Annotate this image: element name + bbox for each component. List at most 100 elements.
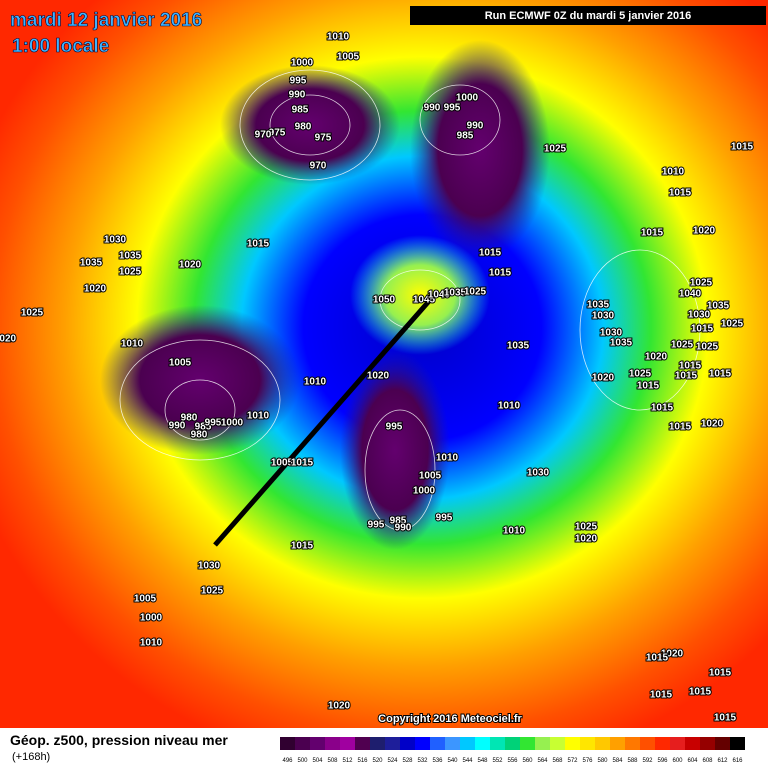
lead-time: (+168h) <box>12 751 50 763</box>
isobar-label: 1015 <box>714 713 737 724</box>
isobar-label: 1020 <box>592 373 615 384</box>
isobar-label: 995 <box>205 418 222 429</box>
isobar-label: 985 <box>292 105 309 116</box>
isobar-label: 1025 <box>201 586 224 597</box>
color-cell <box>295 737 310 750</box>
isobar-label: 1015 <box>479 248 502 259</box>
isobar-label: 1025 <box>671 340 694 351</box>
isobar-label: 1010 <box>498 401 521 412</box>
high-area <box>350 235 490 355</box>
field-title: Géop. z500, pression niveau mer <box>10 732 228 748</box>
isobar-label: 1035 <box>587 300 610 311</box>
isobar-label: 1020 <box>84 284 107 295</box>
forecast-date: mardi 12 janvier 2016 <box>10 10 202 31</box>
isobar-label: 1020 <box>328 701 351 712</box>
isobar-label: 1030 <box>600 328 623 339</box>
isobar-label: 1015 <box>679 361 702 372</box>
isobar-label: 1015 <box>691 324 714 335</box>
color-label: 536 <box>432 758 443 764</box>
isobar-label: 1005 <box>169 358 192 369</box>
color-label: 616 <box>732 758 743 764</box>
color-label: 500 <box>297 758 308 764</box>
isobar-label: 1015 <box>646 653 669 664</box>
isobar-label: 980 <box>191 430 208 441</box>
isobar-label: 1020 <box>693 226 716 237</box>
color-cell <box>565 737 580 750</box>
isobar-label: 970 <box>255 130 272 141</box>
color-label: 600 <box>672 758 683 764</box>
color-cell <box>310 737 325 750</box>
color-cell <box>505 737 520 750</box>
isobar-label: 1040 <box>428 290 451 301</box>
color-label: 520 <box>372 758 383 764</box>
color-cell <box>520 737 535 750</box>
color-label: 612 <box>717 758 728 764</box>
color-label: 544 <box>462 758 473 764</box>
color-label: 496 <box>282 758 293 764</box>
isobar-label: 1010 <box>503 526 526 537</box>
color-label: 524 <box>387 758 398 764</box>
isobar-label: 990 <box>169 421 186 432</box>
color-label: 596 <box>657 758 668 764</box>
low-area <box>220 65 400 185</box>
color-cell <box>355 737 370 750</box>
isobar-label: 1015 <box>650 690 673 701</box>
color-label: 568 <box>552 758 563 764</box>
color-cell <box>730 737 745 750</box>
isobar-label: 1010 <box>304 377 327 388</box>
color-cell <box>385 737 400 750</box>
isobar-label: 1005 <box>337 52 360 63</box>
isobar-label: 990 <box>289 90 306 101</box>
color-label: 552 <box>492 758 503 764</box>
isobar-label: 1005 <box>419 471 442 482</box>
isobar-label: 1030 <box>688 310 711 321</box>
isobar-label: 990 <box>467 121 484 132</box>
isobar-label: 975 <box>269 128 286 139</box>
isobar-label: 1030 <box>104 235 127 246</box>
color-cell <box>400 737 415 750</box>
isobar-label: 1010 <box>247 411 270 422</box>
color-cell <box>535 737 550 750</box>
color-label: 512 <box>342 758 353 764</box>
isobar-label: 1035 <box>119 251 142 262</box>
isobar-label: 1015 <box>247 239 270 250</box>
isobar-label: 1010 <box>121 339 144 350</box>
isobar-label: 1025 <box>544 144 567 155</box>
isobar-label: 1015 <box>731 142 754 153</box>
isobar-label: 1050 <box>373 295 396 306</box>
low-area <box>340 350 450 550</box>
isobar-label: 1015 <box>709 668 732 679</box>
color-label: 572 <box>567 758 578 764</box>
isobar-label: 995 <box>444 103 461 114</box>
color-label: 564 <box>537 758 548 764</box>
isobar-label: 1045 <box>413 295 436 306</box>
color-label: 516 <box>357 758 368 764</box>
color-label: 532 <box>417 758 428 764</box>
color-label: 592 <box>642 758 653 764</box>
isobar-label: 990 <box>424 103 441 114</box>
color-label: 528 <box>402 758 413 764</box>
color-label: 504 <box>312 758 323 764</box>
color-cell <box>430 737 445 750</box>
color-cell <box>475 737 490 750</box>
isobar-label: 1035 <box>610 338 633 349</box>
isobar-label: 1025 <box>575 522 598 533</box>
isobar-label: 1000 <box>413 486 436 497</box>
color-cell <box>370 737 385 750</box>
isobar-label: 1015 <box>689 687 712 698</box>
isobar-label: 1035 <box>444 288 467 299</box>
isobar-label: 1010 <box>327 32 350 43</box>
isobar-label: 1020 <box>367 371 390 382</box>
isobar-label: 1000 <box>221 418 244 429</box>
isobar-label: 975 <box>315 133 332 144</box>
isobar-label: 1015 <box>291 541 314 552</box>
isobar-label: 1025 <box>21 308 44 319</box>
color-cell <box>685 737 700 750</box>
isobar-label: 995 <box>290 76 307 87</box>
isobar-label: 1020 <box>179 260 202 271</box>
color-cell <box>580 737 595 750</box>
forecast-time: 1:00 locale <box>12 36 109 57</box>
isobar-label: 995 <box>386 422 403 433</box>
isobar-label: 1035 <box>507 341 530 352</box>
color-label: 580 <box>597 758 608 764</box>
